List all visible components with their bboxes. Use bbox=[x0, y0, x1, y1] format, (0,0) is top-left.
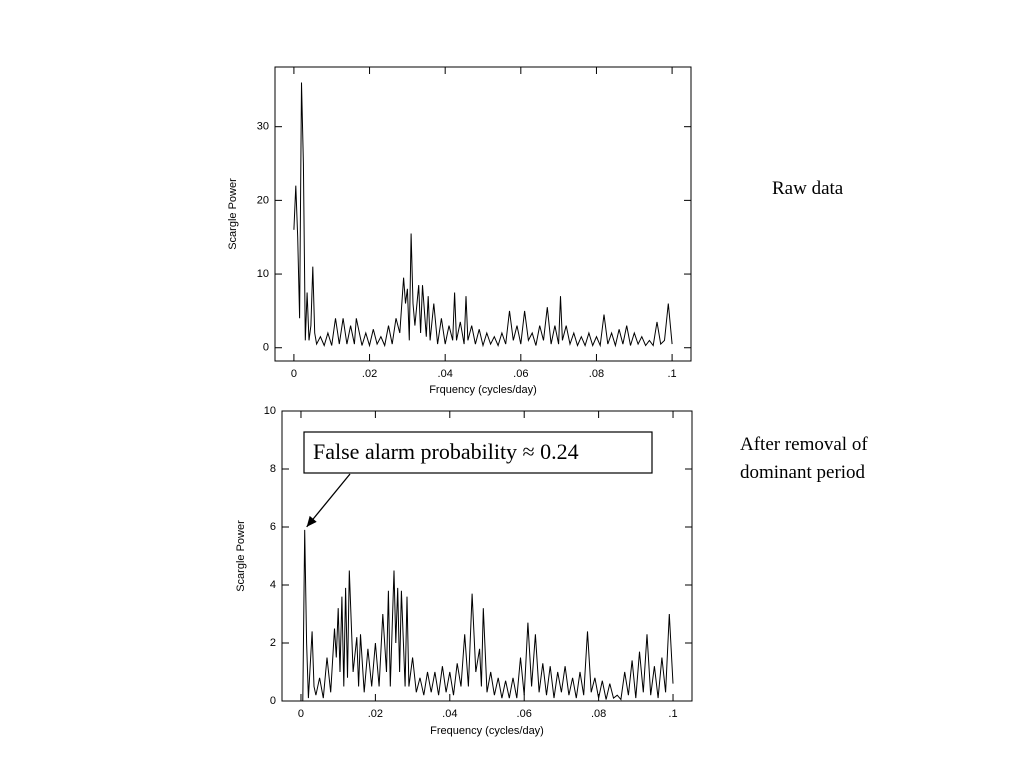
y-axis-label: Scargle Power bbox=[227, 178, 239, 250]
x-tick-label: .06 bbox=[513, 368, 528, 380]
x-tick-label: .04 bbox=[442, 708, 457, 720]
x-tick-label: 0 bbox=[291, 368, 297, 380]
x-tick-label: .1 bbox=[667, 368, 676, 380]
side-note: After removal of dominant period bbox=[740, 434, 868, 483]
side-note: Raw data bbox=[772, 178, 844, 199]
y-tick-label: 6 bbox=[270, 521, 276, 533]
x-tick-label: .02 bbox=[362, 368, 377, 380]
plot-frame bbox=[274, 66, 692, 362]
x-tick-label: .1 bbox=[668, 708, 677, 720]
x-tick-label: 0 bbox=[298, 708, 304, 720]
x-tick-label: .06 bbox=[517, 708, 532, 720]
y-tick-label: 10 bbox=[264, 405, 276, 417]
y-tick-label: 4 bbox=[270, 579, 276, 591]
arrow-head bbox=[306, 515, 317, 527]
y-tick-label: 0 bbox=[263, 342, 269, 354]
y-tick-label: 30 bbox=[257, 121, 269, 133]
x-tick-label: .02 bbox=[368, 708, 383, 720]
y-axis-label: Scargle Power bbox=[235, 520, 247, 592]
x-tick-label: .04 bbox=[438, 368, 453, 380]
x-tick-label: .08 bbox=[589, 368, 604, 380]
y-tick-label: 20 bbox=[257, 194, 269, 206]
y-tick-label: 0 bbox=[270, 695, 276, 707]
y-tick-label: 10 bbox=[257, 268, 269, 280]
x-axis-label: Frequency (cycles/day) bbox=[430, 725, 544, 737]
annotation-text: False alarm probability ≈ 0.24 bbox=[313, 439, 579, 464]
x-axis-label: Frquency (cycles/day) bbox=[429, 384, 537, 396]
annotation-box bbox=[303, 431, 653, 474]
spectrum-line bbox=[301, 529, 674, 702]
annotation-arrow bbox=[306, 473, 351, 528]
plot-frame bbox=[281, 410, 693, 702]
spectrum-line bbox=[293, 82, 673, 348]
y-tick-label: 2 bbox=[270, 637, 276, 649]
y-tick-label: 8 bbox=[270, 463, 276, 475]
x-tick-label: .08 bbox=[591, 708, 606, 720]
